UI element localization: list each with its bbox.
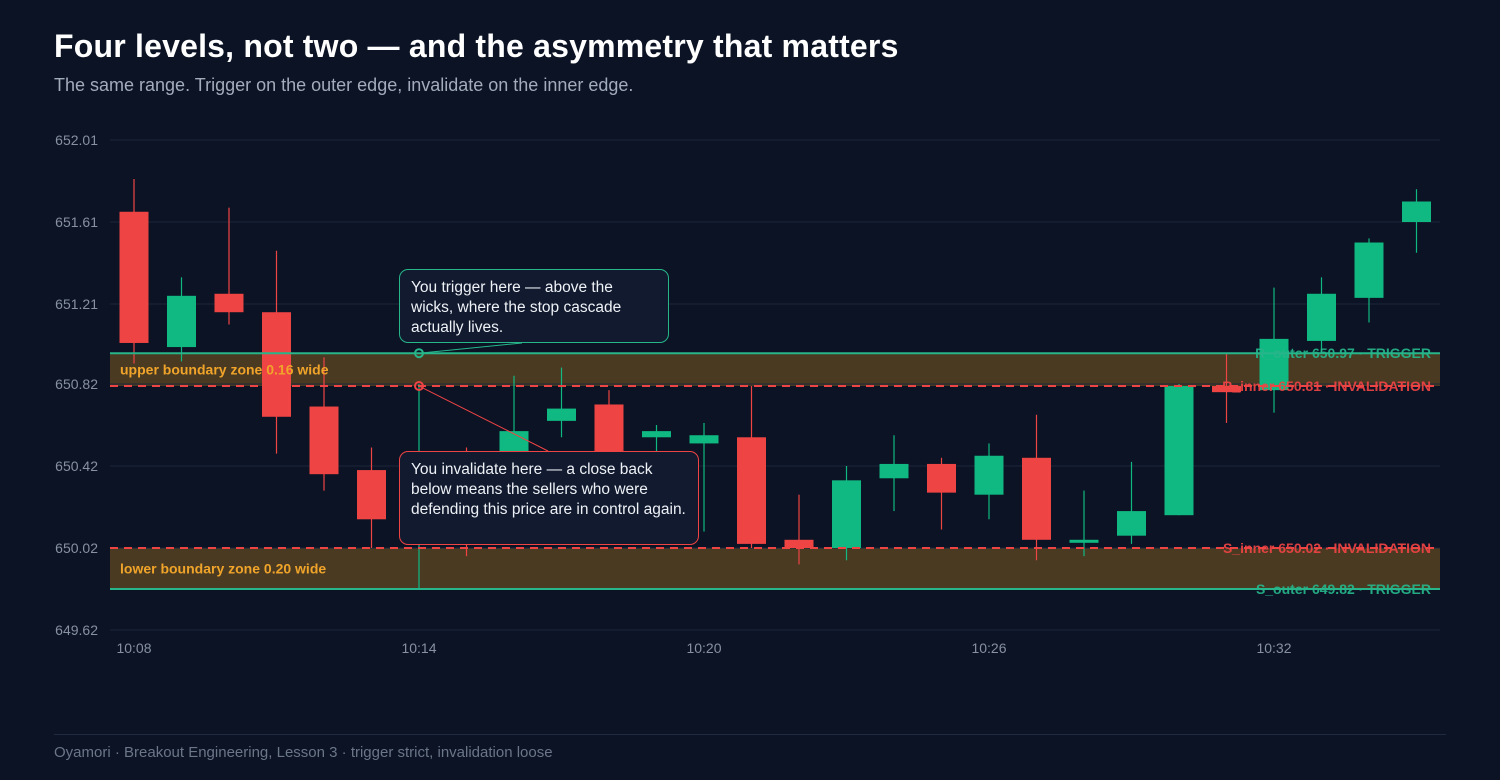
- levels-layer: [110, 352, 1440, 590]
- candle-body-down: [214, 293, 244, 313]
- y-tick-label: 650.82: [55, 376, 98, 392]
- trigger-callout: You trigger here — above the wicks, wher…: [399, 269, 669, 343]
- x-tick-label: 10:20: [686, 640, 721, 656]
- level-label: R_inner 650.81 · INVALIDATION: [1222, 378, 1431, 394]
- candle-body-up: [832, 480, 861, 548]
- page-subtitle: The same range. Trigger on the outer edg…: [54, 75, 634, 95]
- zones-layer: [110, 353, 1440, 589]
- y-tick-label: 650.42: [55, 458, 98, 474]
- candle-body-down: [357, 470, 386, 520]
- trigger-connector: [418, 342, 523, 354]
- x-tick-label: 10:08: [116, 640, 151, 656]
- zone-label: upper boundary zone 0.16 wide: [120, 362, 329, 378]
- candle-body-down: [262, 312, 291, 417]
- footer-caption: Oyamori · Breakout Engineering, Lesson 3…: [54, 744, 553, 761]
- candle-body-up: [1117, 511, 1146, 536]
- candle-body-up: [1259, 338, 1289, 391]
- level-label: R_outer 650.97 · TRIGGER: [1255, 345, 1431, 361]
- invalidation-connector: [418, 385, 549, 452]
- zone-band: [110, 547, 1440, 589]
- candle-body-down: [119, 211, 149, 343]
- level-label: S_inner 650.02 · INVALIDATION: [1223, 540, 1431, 556]
- candle-body-down: [784, 539, 814, 548]
- candle-body-up: [1402, 201, 1431, 223]
- y-tick-label: 649.62: [55, 622, 98, 638]
- candle-body-down: [1212, 386, 1241, 393]
- candle-body-down: [1022, 457, 1051, 540]
- candle-body-up: [1354, 242, 1384, 298]
- candle-body-up: [974, 455, 1004, 495]
- invalidation-marker: [414, 381, 424, 392]
- x-tick-label: 10:26: [971, 640, 1006, 656]
- candles-layer: [119, 178, 1431, 589]
- markers-layer: [414, 342, 549, 452]
- y-tick-label: 651.21: [55, 296, 98, 312]
- page-title: Four levels, not two — and the asymmetry…: [54, 28, 899, 64]
- y-tick-label: 651.61: [55, 214, 98, 230]
- zone-band: [110, 353, 1440, 387]
- footer-divider: [54, 734, 1446, 735]
- zone-label: lower boundary zone 0.20 wide: [120, 560, 326, 576]
- level-label: S_outer 649.82 · TRIGGER: [1256, 581, 1431, 597]
- candle-body-down: [737, 437, 766, 544]
- candle-body-up: [167, 295, 196, 348]
- candle-body-down: [309, 406, 339, 475]
- y-tick-label: 650.02: [55, 540, 98, 556]
- candle-body-up: [1164, 386, 1194, 516]
- axes-layer: 649.62 650.02 650.42 650.82 651.21 651.61 652.…: [55, 132, 1292, 656]
- invalidation-callout: You invalidate here — a close back below…: [399, 451, 699, 545]
- candle-body-up: [689, 435, 719, 444]
- candle-body-up: [642, 431, 671, 438]
- candle-body-up: [547, 408, 576, 421]
- candle-body-up: [879, 463, 909, 479]
- labels-layer: upper boundary zone 0.16 wide lower bound…: [120, 345, 1431, 597]
- x-tick-label: 10:32: [1256, 640, 1291, 656]
- trigger-marker: [414, 348, 424, 359]
- candle-body-up: [1307, 293, 1336, 341]
- y-tick-label: 652.01: [55, 132, 98, 148]
- candle-body-up: [1069, 539, 1099, 543]
- x-tick-label: 10:14: [401, 640, 436, 656]
- candle-body-down: [927, 463, 956, 493]
